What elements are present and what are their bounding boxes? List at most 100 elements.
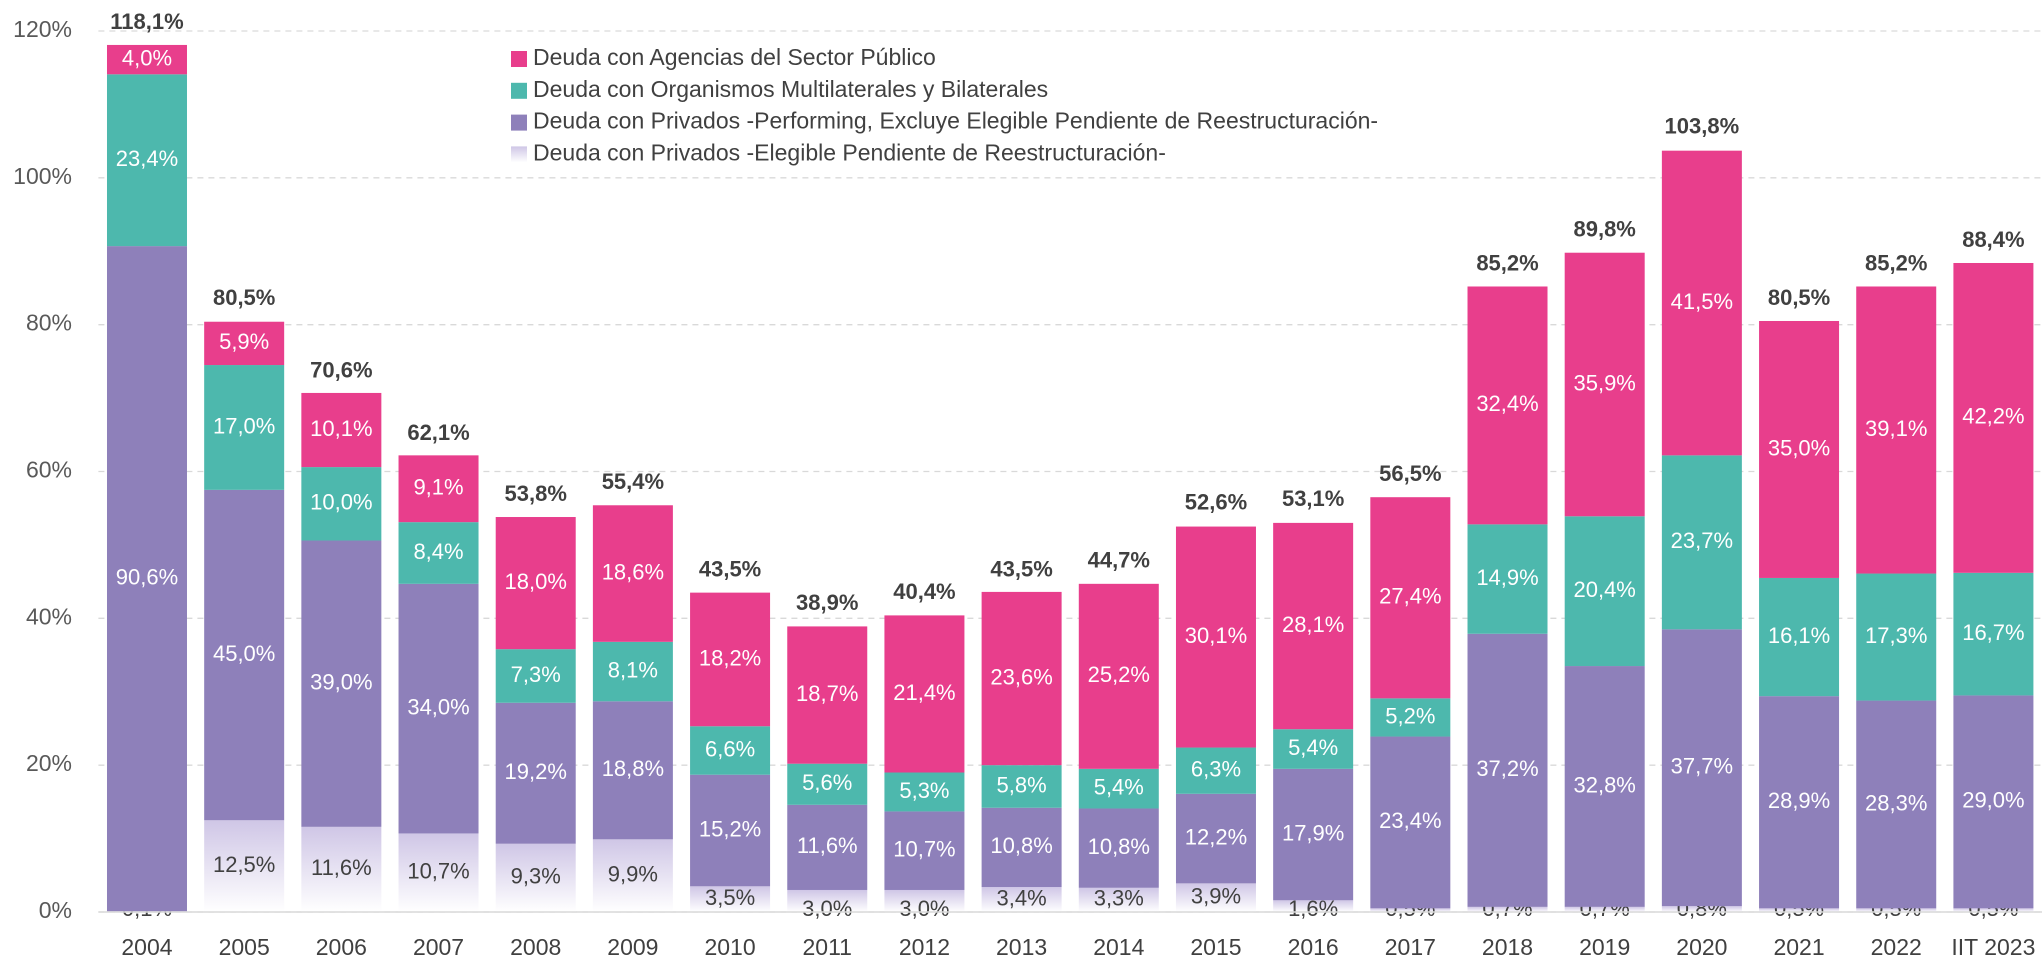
bar-segment [301,826,382,912]
total-label: 52,6% [1185,490,1247,515]
x-tick-label: IIT 2023 [1951,934,2035,960]
total-label: 88,4% [1962,227,2024,252]
bar-segment [1467,906,1548,912]
bar-segment [1175,526,1256,748]
legend-swatch [511,51,527,67]
data-label: 29,0% [1962,788,2024,813]
bar-segment [981,765,1062,808]
data-label: 37,2% [1476,756,1538,781]
data-label: 23,7% [1671,528,1733,553]
bar-segment [787,626,868,764]
data-label: 3,0% [802,896,852,921]
data-label: 37,7% [1671,754,1733,779]
data-label: 32,4% [1476,391,1538,416]
bar-segment [1856,286,1937,574]
bar-segment [106,246,187,912]
x-tick-label: 2022 [1871,934,1922,960]
bar-segment [106,74,187,247]
bar-segment [398,522,479,584]
total-label: 40,4% [893,579,955,604]
data-label: 4,0% [122,45,172,70]
bar-segment [884,615,965,773]
data-label: 12,2% [1185,824,1247,849]
data-label: 9,9% [608,861,658,886]
bar-segment [690,886,771,912]
data-label: 23,4% [1379,808,1441,833]
bar-segment [1078,768,1159,809]
bar-segment [1661,150,1742,456]
bar-segment [884,772,965,812]
data-label: 6,6% [705,736,755,761]
data-label: 27,4% [1379,584,1441,609]
bar-segment [398,455,479,523]
data-label: 17,3% [1865,623,1927,648]
data-label: 16,1% [1768,623,1830,648]
data-label: 5,2% [1385,703,1435,728]
x-tick-label: 2012 [899,934,950,960]
total-label: 80,5% [213,285,275,310]
bar-segment [592,839,673,912]
data-label: 11,6% [797,833,858,858]
legend-swatch [511,114,527,131]
total-label: 85,2% [1476,250,1538,275]
total-label: 62,1% [407,420,469,445]
bar-segment [884,811,965,890]
data-label: 8,4% [413,539,463,564]
bar-segment [1661,629,1742,907]
data-label: 6,3% [1191,756,1241,781]
bar-segment [1661,455,1742,630]
x-tick-label: 2005 [219,934,270,960]
bar-segment [1564,252,1645,517]
data-label: 23,4% [116,146,178,171]
data-label: 3,9% [1191,883,1241,908]
bar-segment [1273,522,1354,730]
data-label: 30,1% [1185,623,1247,648]
bar-segment [1759,320,1840,578]
data-label: 41,5% [1671,289,1733,314]
data-label: 3,5% [705,885,755,910]
data-label: 35,9% [1573,370,1635,395]
legend-label: Deuda con Privados -Performing, Excluye … [533,108,1378,134]
data-label: 12,5% [213,852,275,877]
bar-segment [204,820,285,912]
bar-segment [301,467,382,541]
bar-segment [1856,700,1937,909]
total-label: 53,1% [1282,486,1344,511]
data-label: 5,3% [899,778,949,803]
x-tick-label: 2006 [316,934,367,960]
data-label: 11,6% [311,855,372,880]
data-label: 25,2% [1088,662,1150,687]
data-label: 18,7% [796,681,858,706]
bar-segment [398,583,479,834]
y-tick-label: 40% [26,603,72,629]
bar-segment [495,702,576,844]
total-label: 70,6% [310,357,372,382]
bar-segment [1175,883,1256,912]
data-label: 28,1% [1282,612,1344,637]
x-tick-label: 2021 [1773,934,1824,960]
y-tick-label: 60% [26,457,72,483]
data-label: 5,8% [997,772,1047,797]
legend-swatch [511,82,527,99]
total-label: 56,5% [1379,461,1441,486]
bar-segment [1370,698,1451,737]
data-label: 5,4% [1288,735,1338,760]
bar-segment [981,887,1062,912]
bar-segment [1370,497,1451,699]
bar-segment [301,540,382,827]
data-label: 28,3% [1865,790,1927,815]
legend-label: Deuda con Organismos Multilaterales y Bi… [533,76,1048,102]
bar-segment [1953,262,2034,573]
bar-segment [981,591,1062,766]
bar-segment [1856,908,1937,912]
bar-segment [204,489,285,821]
x-tick-label: 2011 [803,934,852,960]
data-label: 21,4% [893,680,955,705]
data-label: 8,1% [608,657,658,682]
bar-segment [495,517,576,650]
data-label: 14,9% [1476,565,1538,590]
bar-segment [592,641,673,702]
bar-segment [1759,908,1840,912]
x-tick-label: 2019 [1579,934,1630,960]
